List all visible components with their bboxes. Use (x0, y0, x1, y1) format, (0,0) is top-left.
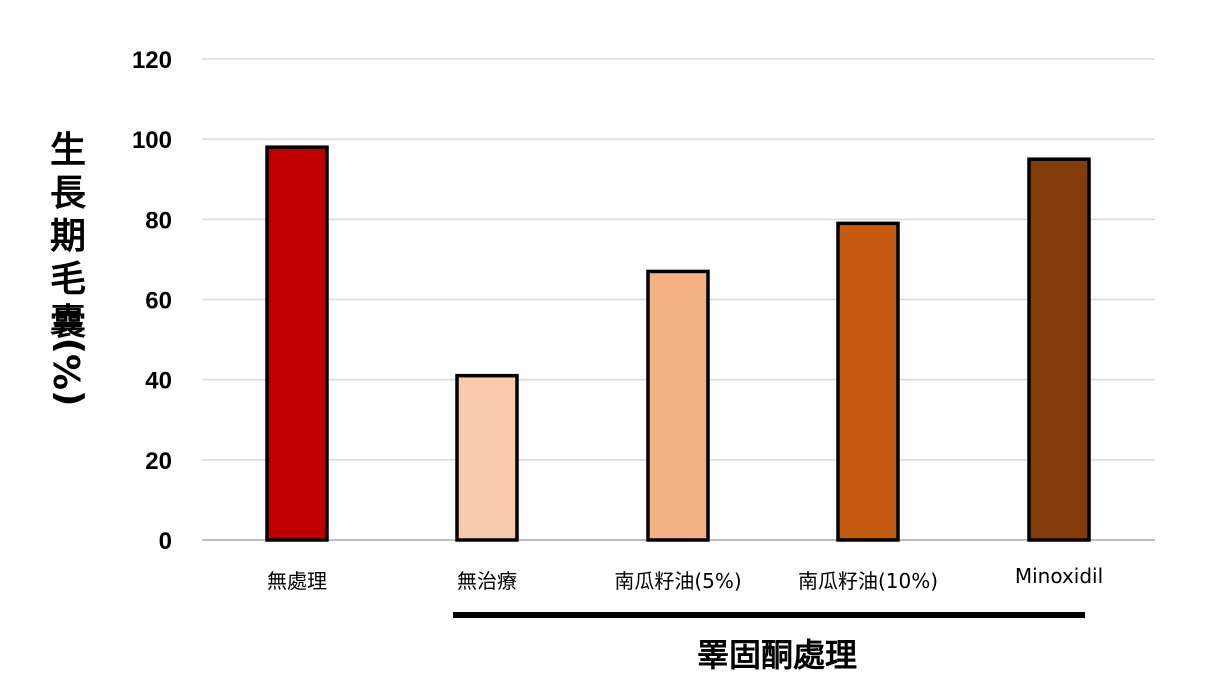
y-tick-label: 0 (159, 528, 172, 555)
y-tick-label: 80 (145, 207, 172, 234)
x-axis-categories: 無處理 無治療 南瓜籽油(5%) 南瓜籽油(10%) Minoxidil (267, 564, 1103, 593)
bar (1027, 157, 1091, 542)
y-axis-ticks: 0 20 40 60 80 100 120 (132, 47, 172, 555)
bar (836, 221, 900, 542)
y-tick-label: 40 (145, 368, 172, 395)
gridlines (202, 58, 1155, 541)
bar (455, 373, 519, 542)
bar (265, 145, 329, 542)
bar (646, 269, 710, 542)
y-tick-label: 20 (145, 448, 172, 475)
y-tick-label: 60 (145, 288, 172, 315)
y-axis-label-unit: (%) (48, 338, 89, 407)
bars (265, 145, 1091, 542)
x-tick-label: 無處理 (267, 569, 327, 593)
y-tick-label: 100 (132, 127, 172, 154)
group-label: 睪固酮處理 (697, 636, 857, 674)
x-tick-label: 無治療 (457, 569, 517, 593)
x-tick-label: Minoxidil (1015, 564, 1103, 588)
y-axis-label: 生長期毛囊 (50, 130, 87, 343)
x-tick-label: 南瓜籽油(10%) (798, 569, 938, 593)
y-tick-label: 120 (132, 47, 172, 74)
x-tick-label: 南瓜籽油(5%) (614, 569, 741, 593)
